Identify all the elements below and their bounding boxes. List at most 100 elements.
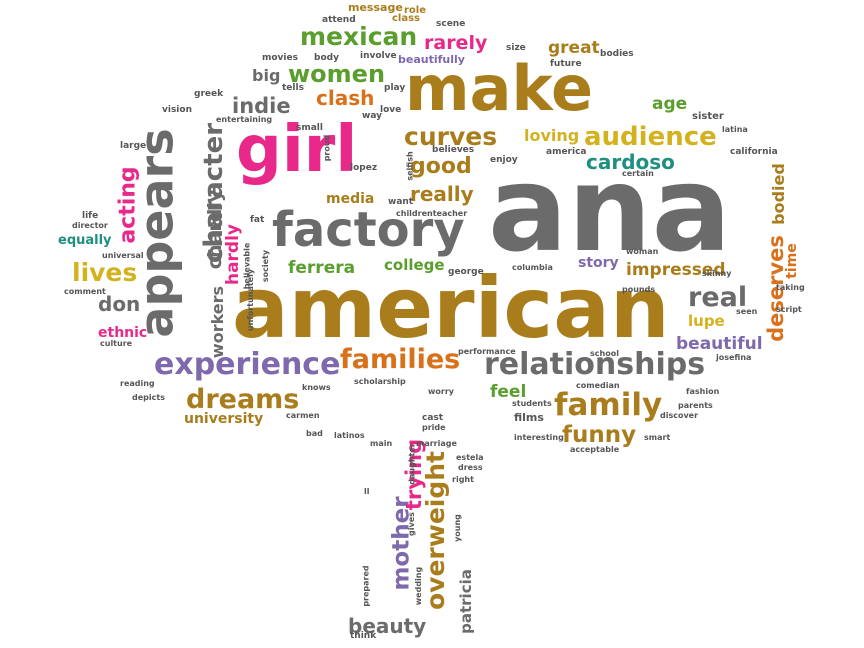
word-california: california <box>730 147 778 157</box>
word-discover: discover <box>660 411 699 420</box>
word-josefina: josefina <box>716 353 752 362</box>
word-want: want <box>388 197 414 207</box>
word-interesting: interesting <box>514 433 564 442</box>
word-role: role <box>404 5 427 16</box>
word-skinny: skinny <box>702 269 732 278</box>
word-family: family <box>554 387 663 423</box>
word-parents: parents <box>678 401 713 410</box>
word-class: class <box>392 13 421 24</box>
word-small: small <box>296 123 323 133</box>
word-taking: taking <box>776 283 805 292</box>
word-films: films <box>514 411 544 424</box>
word-comment: comment <box>64 287 106 296</box>
word-selfish: selfish <box>405 151 415 181</box>
word-college: college <box>384 256 445 274</box>
word-reading: reading <box>120 379 155 388</box>
word-latina: latina <box>722 125 748 134</box>
word-columbia: columbia <box>512 263 553 272</box>
word-attend: attend <box>322 15 356 25</box>
word-think: think <box>350 631 377 641</box>
word-knows: knows <box>302 383 331 392</box>
word-cast: cast <box>422 413 444 423</box>
word-students: students <box>512 399 552 408</box>
word-mother: mother <box>388 496 415 591</box>
word-woman: woman <box>626 247 659 256</box>
word-bodies: bodies <box>600 49 634 59</box>
word-age: age <box>652 94 688 114</box>
word-fat: fat <box>250 215 265 225</box>
word-sister: sister <box>692 111 724 122</box>
word-factory: factory <box>272 202 465 258</box>
word-large: large <box>120 141 147 151</box>
word-vision: vision <box>162 105 192 115</box>
word-culture: culture <box>100 339 133 348</box>
word-childrenteacher: childrenteacher <box>396 209 468 218</box>
word-impressed: impressed <box>626 260 726 280</box>
word-really: really <box>410 182 474 206</box>
word-big: big <box>252 66 281 85</box>
word-director: director <box>72 221 108 230</box>
word-comedian: comedian <box>576 381 620 390</box>
word-latinos: latinos <box>334 431 365 440</box>
word-lives: lives <box>72 258 138 287</box>
word-fashion: fashion <box>686 387 720 396</box>
word-bad: bad <box>306 429 323 438</box>
word-unfortunately: unfortunately <box>246 268 256 332</box>
word-don: don <box>98 292 141 316</box>
word-lopez: lopez <box>350 163 378 173</box>
word-lupe: lupe <box>688 312 725 330</box>
word-america: america <box>546 147 587 157</box>
word-scene: scene <box>436 19 466 29</box>
word-women: women <box>288 60 386 88</box>
word-future: future <box>550 59 582 69</box>
word-funny: funny <box>562 422 637 448</box>
word-wedding: wedding <box>414 566 424 606</box>
word-good: good <box>410 154 472 179</box>
word-scholarship: scholarship <box>354 377 406 386</box>
word-greek: greek <box>194 89 224 99</box>
word-acceptable: acceptable <box>570 445 620 454</box>
word-american: american <box>232 259 670 357</box>
word-hardly: hardly <box>223 223 244 286</box>
word-carmen: carmen <box>286 411 320 420</box>
word-media: media <box>326 191 375 207</box>
word-entertaining: entertaining <box>216 115 273 124</box>
word-overweight: overweight <box>421 450 451 611</box>
word-main: main <box>370 439 393 448</box>
word-believes: believes <box>432 145 475 155</box>
word-certain: certain <box>622 169 654 178</box>
word-school: school <box>590 349 619 358</box>
word-right: right <box>452 475 474 484</box>
word-gives: gives <box>406 512 416 536</box>
word-workers: workers <box>208 285 228 359</box>
word-george: george <box>448 267 484 277</box>
word-university: university <box>184 411 264 427</box>
word-loving: loving <box>524 126 580 145</box>
word-beauty: beauty <box>348 614 427 638</box>
word-time: time <box>783 243 800 279</box>
word-tells: tells <box>282 83 304 93</box>
word-estela: estela <box>456 453 484 462</box>
word-pride: pride <box>422 423 446 432</box>
word-message: message <box>348 1 403 14</box>
word-marriage: marriage <box>416 439 457 448</box>
word-mexican: mexican <box>300 22 418 51</box>
word-families: families <box>340 344 461 375</box>
word-make: make <box>405 52 594 125</box>
word-ethnic: ethnic <box>98 325 148 341</box>
word-seen: seen <box>736 307 758 316</box>
word-size: size <box>506 43 526 53</box>
word-acting: acting <box>115 166 141 244</box>
word-ferrera: ferrera <box>288 258 356 278</box>
word-script: script <box>776 305 802 314</box>
word-beautifully: beautifully <box>398 53 465 66</box>
word-great: great <box>548 38 600 58</box>
word-society: society <box>261 249 271 283</box>
word-depicts: depicts <box>132 393 165 402</box>
word-worry: worry <box>428 387 454 396</box>
word-girl: girl <box>236 113 358 187</box>
word-play: play <box>384 83 406 93</box>
word-enjoy: enjoy <box>490 155 518 165</box>
word-universal: universal <box>102 251 144 260</box>
